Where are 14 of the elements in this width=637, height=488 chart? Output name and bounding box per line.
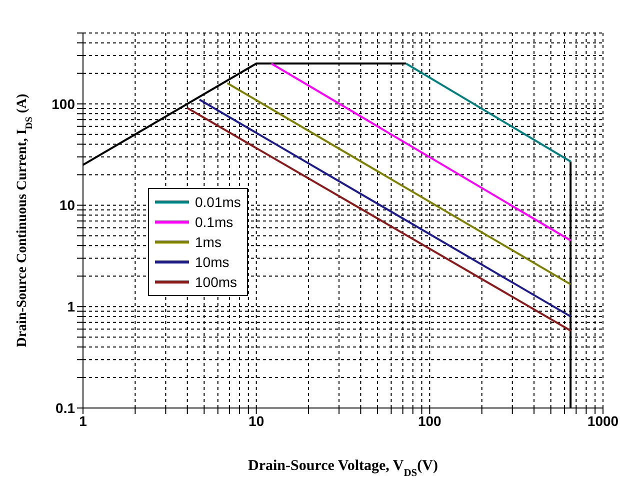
y-tick-label: 1 bbox=[67, 298, 76, 315]
legend-label: 0.01ms bbox=[195, 193, 241, 212]
legend-label: 10ms bbox=[195, 253, 230, 272]
y-tick-label: 100 bbox=[52, 96, 76, 112]
legend-label: 1ms bbox=[195, 233, 222, 252]
x-axis-title: Drain-Source Voltage, V$_{DS}$(V) bbox=[248, 458, 438, 478]
y-tick-label: 10 bbox=[59, 197, 76, 214]
x-tick-label: 100 bbox=[418, 412, 442, 429]
x-tick-label: 1000 bbox=[587, 412, 619, 429]
x-tick-label: 1 bbox=[79, 412, 88, 429]
legend-label: 100ms bbox=[195, 273, 238, 292]
x-tick-label: 10 bbox=[248, 412, 264, 429]
y-tick-label: 0.1 bbox=[56, 400, 76, 416]
legend-label: 0.1ms bbox=[195, 213, 234, 232]
